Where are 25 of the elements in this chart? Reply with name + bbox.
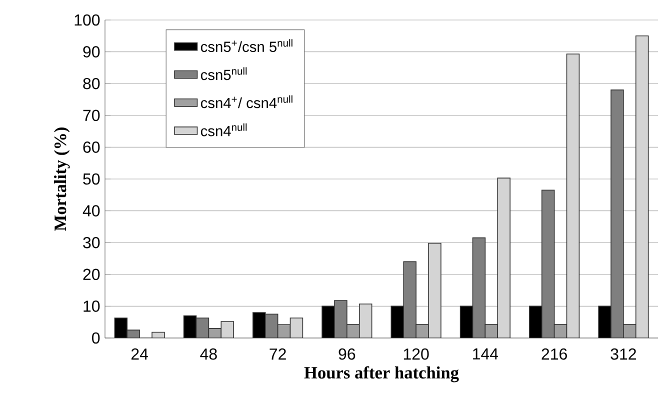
- legend-label: csn5$^{null}$: [200, 67, 247, 80]
- y-tick-label: 40: [82, 205, 100, 216]
- y-tick-label: 70: [83, 110, 100, 122]
- y-tick-label: 10: [84, 300, 100, 312]
- x-tick-label: 120: [404, 348, 429, 360]
- x-tick-label: 144: [473, 348, 498, 360]
- y-tick-label: 60: [83, 142, 100, 153]
- x-tick-label: 72: [270, 348, 286, 360]
- y-tick-label: 0: [92, 332, 100, 344]
- x-tick-label: 24: [131, 348, 148, 360]
- x-tick-label: 48: [200, 348, 217, 360]
- y-axis-title: Mortality (%): [54, 128, 70, 231]
- x-tick-label: 216: [542, 348, 567, 360]
- x-axis-title: Hours after hatching: [304, 366, 459, 382]
- legend-label: csn4$^{+}$/ csn4$^{null}$: [200, 95, 292, 108]
- y-tick-label: 80: [83, 78, 100, 90]
- y-tick-label: 30: [83, 236, 100, 248]
- x-tick-label: 96: [338, 348, 356, 360]
- y-tick-label: 90: [83, 46, 100, 58]
- y-tick-label: 100: [74, 14, 100, 26]
- y-tick-label: 20: [83, 268, 100, 280]
- x-tick-label: 312: [610, 348, 636, 360]
- y-tick-label: 50: [83, 173, 100, 185]
- legend-label: csn4$^{null}$: [200, 123, 247, 136]
- legend-label: csn5$^{+}$/csn 5$^{null}$: [200, 39, 292, 52]
